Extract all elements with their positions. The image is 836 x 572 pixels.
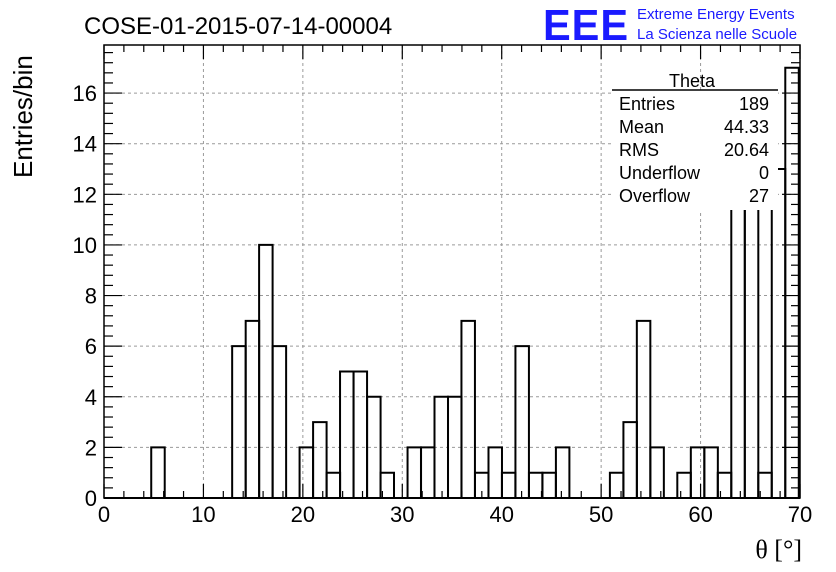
x-tick-label: 20 [291,502,315,527]
stats-box-title: Theta [669,71,716,91]
eee-logo-mark: EEE [543,1,629,50]
histogram-bin [770,168,787,498]
eee-logo-line1: Extreme Energy Events [637,6,795,23]
histogram-bin [743,168,760,498]
y-tick-label: 12 [73,182,97,207]
x-axis-label: θ [°] [755,535,802,564]
histogram-bin [379,471,396,498]
stats-row-label: Underflow [619,163,701,183]
histogram-bin [500,471,517,498]
x-tick-label: 40 [489,502,513,527]
stats-row-label: RMS [619,140,659,160]
histogram-bin [419,446,436,498]
y-tick-label: 14 [73,132,97,157]
x-tick-label: 10 [191,502,215,527]
histogram-bin [460,319,476,498]
stats-row-value: 20.64 [724,140,769,160]
histogram-bin [244,319,261,498]
x-tick-label: 0 [98,502,110,527]
y-tick-label: 2 [85,435,97,460]
histogram-bin [554,446,571,498]
histogram-bin [649,446,665,498]
histogram-bin [784,66,800,498]
histogram-bin [541,471,557,498]
histogram-bin [487,446,503,498]
stats-row-label: Entries [619,94,675,114]
histogram-bin [150,446,166,498]
eee-logo: EEE Extreme Energy Events La Scienza nel… [543,1,797,50]
y-tick-label: 6 [85,334,97,359]
histogram-bin [406,446,423,498]
histogram-bin [325,471,342,498]
histogram-bin [352,370,369,498]
histogram-bin [514,345,530,498]
stats-row-value: 27 [749,186,769,206]
stats-row-label: Overflow [619,186,691,206]
stats-row-value: 44.33 [724,117,769,137]
y-axis-label: Entries/bin [8,55,38,178]
histogram-bin [298,446,315,498]
stats-row-value: 189 [739,94,769,114]
histogram-bin [635,319,652,498]
axes: 0 10 20 30 40 50 60 70 0 2 4 6 8 10 12 14 16 [73,45,812,527]
histogram-bin [527,471,544,498]
stats-box: Theta Entries 189 Mean 44.33 RMS 20.64 Underfl… [612,71,778,210]
y-tick-label: 10 [73,233,97,258]
histogram-bin [312,421,328,498]
eee-logo-line2: La Scienza nelle Scuole [637,26,797,43]
x-tick-label: 30 [390,502,414,527]
stats-row-value: 0 [759,163,769,183]
histogram-bin [231,345,247,498]
histogram-bin [258,243,274,498]
y-tick-label: 16 [73,81,97,106]
histogram-bin [676,471,692,498]
x-tick-label: 50 [589,502,613,527]
histogram-bin [689,446,706,498]
y-tick-label: 4 [85,385,97,410]
histogram-bin [271,345,288,498]
plot-frame [103,44,801,499]
y-tick-label: 8 [85,284,97,309]
histogram-bin [716,471,733,498]
chart-title: COSE-01-2015-07-14-00004 [84,13,392,40]
x-tick-label: 60 [688,502,712,527]
x-tick-label: 70 [788,502,812,527]
histogram-bin [339,370,355,498]
histogram-bin [622,421,638,498]
y-tick-label: 0 [85,486,97,511]
histogram-bin [366,395,382,498]
histogram-bin [703,446,719,498]
stats-box-background [612,90,778,210]
stats-row-label: Mean [619,117,664,137]
